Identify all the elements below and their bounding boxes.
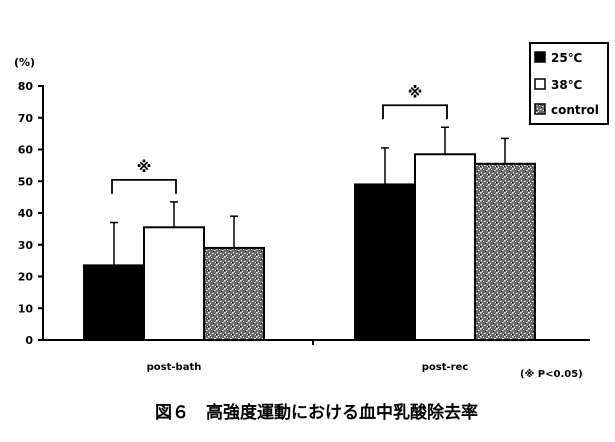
y-tick-label: 80 xyxy=(18,80,34,93)
bars xyxy=(83,153,536,342)
error-bars xyxy=(110,126,509,266)
significance-mark: ※ xyxy=(408,83,423,101)
y-tick-label: 30 xyxy=(18,239,34,252)
y-tick-label: 70 xyxy=(18,112,34,125)
legend-swatch-control xyxy=(534,103,546,115)
significance-marks: ※※ xyxy=(111,83,448,194)
category-label: post-bath xyxy=(147,362,202,373)
y-tick-label: 20 xyxy=(18,271,34,284)
category-label: post-rec xyxy=(422,362,469,373)
significance-mark: ※ xyxy=(137,158,152,176)
bar-post-bath-25c xyxy=(83,264,145,342)
y-tick-label: 10 xyxy=(18,302,34,315)
bar-post-rec-25c xyxy=(354,183,416,341)
significance-note: (※ P<0.05) xyxy=(520,368,583,380)
y-tick-label: 60 xyxy=(18,144,34,157)
legend-swatch-38c xyxy=(534,78,546,90)
category-labels: post-bath post-rec xyxy=(147,362,469,373)
y-tick-label: 50 xyxy=(18,175,34,188)
legend-label-38c: 38℃ xyxy=(551,78,582,92)
figure-caption: 図６ 高強度運動における血中乳酸除去率 xyxy=(155,402,478,423)
legend: 25℃ 38℃ control xyxy=(529,42,609,125)
bar-post-bath-control xyxy=(203,246,265,341)
legend-swatch-25c xyxy=(534,51,546,63)
bar-post-bath-38c xyxy=(143,226,205,342)
bar-post-rec-38c xyxy=(414,153,476,341)
y-axis: 0 10 20 30 40 50 60 70 80 xyxy=(18,80,44,347)
y-axis-label: (%) xyxy=(14,56,35,69)
y-tick-label: 0 xyxy=(25,334,33,347)
bar-post-rec-control xyxy=(474,162,536,341)
significance-bracket xyxy=(111,178,177,194)
legend-label-25c: 25℃ xyxy=(551,51,582,65)
y-tick-label: 40 xyxy=(18,207,34,220)
legend-label-control: control xyxy=(551,103,599,117)
significance-bracket xyxy=(382,104,448,120)
